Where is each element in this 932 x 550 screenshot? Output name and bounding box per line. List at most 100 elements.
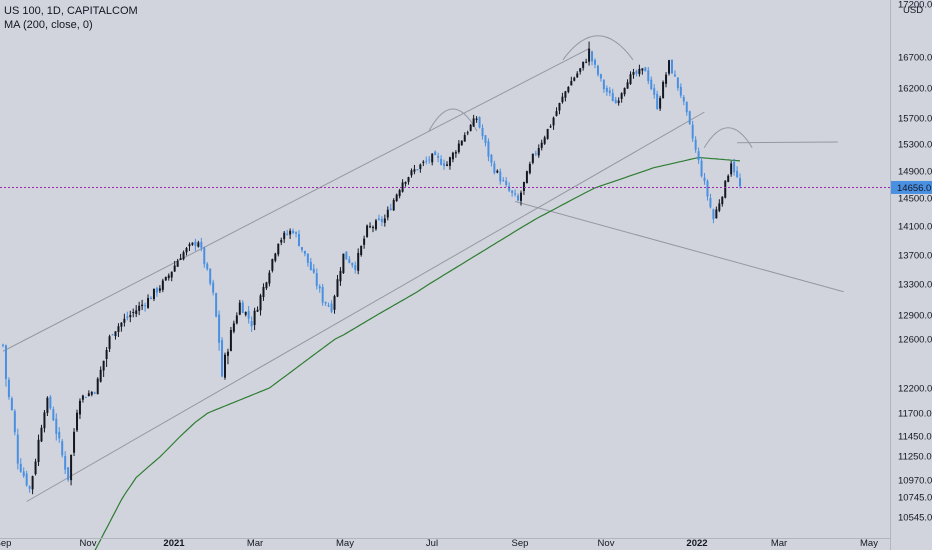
price-tick-label: 11700.0: [898, 409, 932, 420]
candle: [401, 179, 404, 193]
price-tick-label: 10545.0: [898, 513, 932, 524]
candle: [87, 390, 90, 397]
candle: [247, 305, 250, 324]
candle: [96, 377, 99, 395]
candle: [647, 67, 650, 85]
candle: [366, 224, 369, 238]
candle: [478, 116, 481, 129]
time-tick-label: Sep: [0, 538, 11, 549]
candle-body: [52, 409, 55, 421]
candle-body: [87, 393, 90, 396]
candle-body: [67, 467, 70, 480]
trendline: [2, 48, 590, 352]
candle: [525, 170, 528, 184]
candle: [28, 485, 31, 493]
candle: [668, 59, 670, 76]
candle: [596, 64, 599, 77]
candle-body: [2, 344, 4, 346]
candle: [620, 92, 623, 103]
candle: [58, 427, 61, 443]
candle-body: [733, 161, 736, 173]
candle: [194, 238, 197, 251]
candle: [49, 395, 52, 410]
price-tick-label: 15300.0: [898, 140, 932, 151]
candle-body: [635, 70, 638, 74]
indicator-label: MA (200, close, 0): [4, 19, 93, 31]
candle: [537, 144, 540, 158]
candle-body: [463, 135, 466, 142]
candle-body: [700, 160, 703, 177]
candle: [348, 256, 351, 264]
candle: [514, 189, 517, 197]
candle-body: [413, 169, 416, 172]
candle: [422, 160, 425, 167]
price-tick-label: 16200.0: [898, 84, 932, 95]
candle: [173, 260, 176, 272]
candle-body: [212, 282, 215, 293]
candle-body: [617, 100, 620, 104]
candle: [505, 177, 508, 187]
candle-body: [34, 461, 37, 475]
candle-body: [354, 265, 357, 270]
candle: [594, 58, 596, 69]
candle-body: [333, 296, 336, 310]
candle: [502, 177, 505, 182]
candle-body: [478, 117, 481, 128]
candle-body: [685, 101, 688, 113]
candle-body: [357, 252, 360, 271]
candle-body: [253, 310, 256, 325]
candle-body: [688, 111, 691, 124]
candle-body: [221, 340, 224, 377]
candle: [626, 79, 629, 89]
candle-body: [383, 218, 386, 223]
candle-body: [209, 268, 212, 284]
candle-body: [605, 87, 608, 92]
candle: [691, 120, 694, 142]
candle-body: [416, 169, 419, 171]
candle-body: [573, 77, 576, 81]
candle-body: [147, 298, 150, 308]
symbol-label: US 100, 1D, CAPITALCOM: [4, 5, 138, 17]
candle-body: [10, 398, 13, 411]
candle: [608, 87, 611, 97]
candle-body: [469, 124, 472, 131]
candle-body: [676, 77, 679, 88]
candle: [673, 70, 676, 77]
candle-body: [691, 124, 694, 139]
candle: [383, 214, 386, 227]
candle: [31, 475, 34, 495]
candle: [632, 68, 635, 79]
candle: [659, 95, 662, 111]
candle: [70, 454, 73, 486]
candle: [155, 286, 158, 297]
candle: [517, 193, 520, 202]
time-tick-label: Nov: [80, 538, 97, 549]
candle-body: [517, 195, 520, 201]
price-tick-label: 10745.0: [898, 493, 932, 504]
candle-body: [525, 171, 528, 184]
candle: [676, 77, 679, 91]
candle: [135, 305, 138, 318]
candle-body: [224, 354, 226, 378]
candle-body: [150, 297, 152, 300]
candle: [493, 160, 496, 175]
candle: [46, 396, 49, 417]
candle: [182, 250, 185, 261]
candle-body: [78, 400, 81, 415]
candle-body: [721, 196, 724, 205]
candle-body: [132, 311, 135, 313]
candle-body: [96, 378, 99, 395]
candle-body: [481, 127, 484, 137]
trendline: [737, 141, 838, 144]
candle: [114, 331, 117, 340]
candle: [312, 264, 315, 274]
candle: [226, 348, 229, 365]
candle: [472, 114, 475, 127]
candle-body: [668, 60, 670, 74]
candle: [289, 228, 292, 239]
candle: [709, 193, 712, 209]
candle-body: [570, 80, 573, 86]
candle-body: [620, 93, 623, 99]
candle: [558, 102, 561, 115]
